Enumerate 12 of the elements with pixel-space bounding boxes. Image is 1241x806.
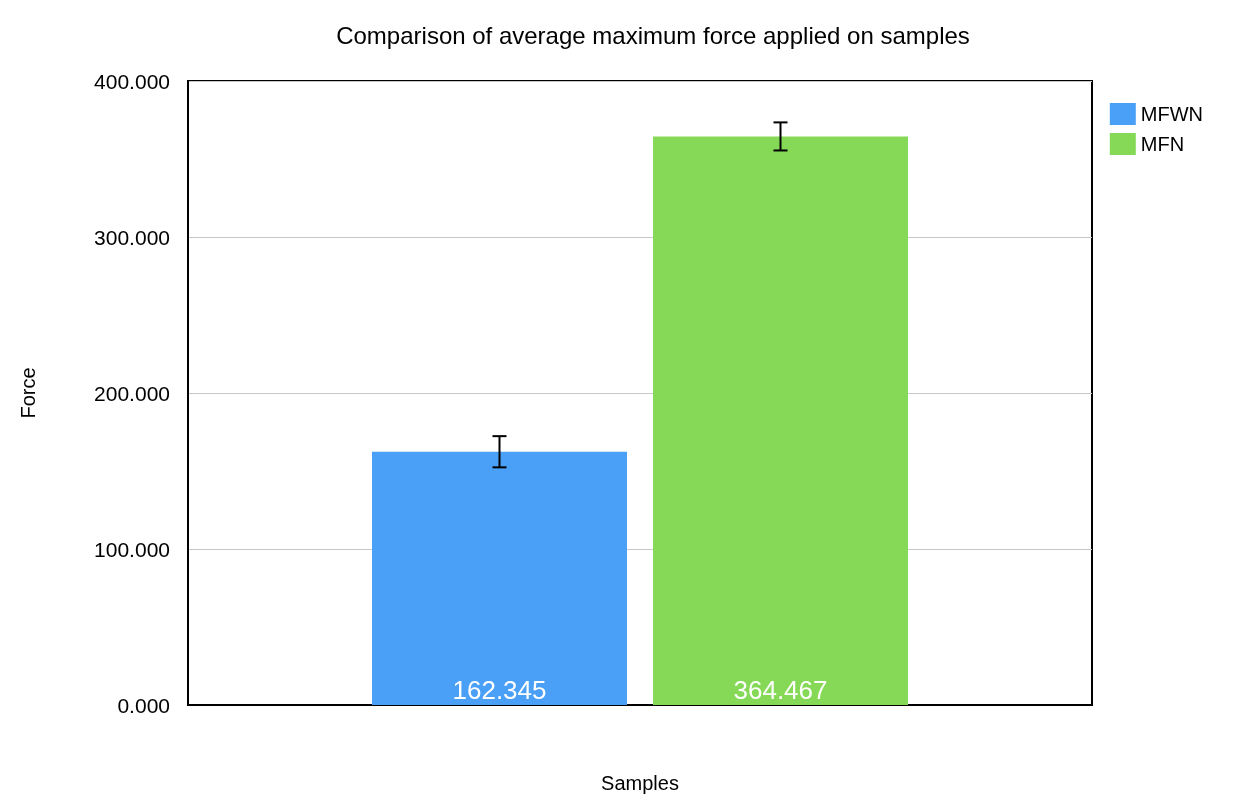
chart-title: Comparison of average maximum force applied on samples bbox=[336, 21, 970, 49]
x-axis-title: Samples bbox=[601, 772, 679, 794]
y-tick-label: 0.000 bbox=[117, 693, 170, 717]
data-label: 162.345 bbox=[452, 675, 547, 705]
data-label: 364.467 bbox=[733, 675, 828, 705]
y-tick-label: 100.000 bbox=[94, 537, 170, 561]
y-tick-label: 300.000 bbox=[94, 225, 170, 249]
legend-label: MFN bbox=[1140, 133, 1185, 155]
y-tick-label: 400.000 bbox=[94, 69, 170, 93]
y-tick-label: 200.000 bbox=[94, 381, 170, 405]
y-axis-title: Force bbox=[17, 367, 39, 419]
legend-label: MFWN bbox=[1140, 103, 1204, 125]
